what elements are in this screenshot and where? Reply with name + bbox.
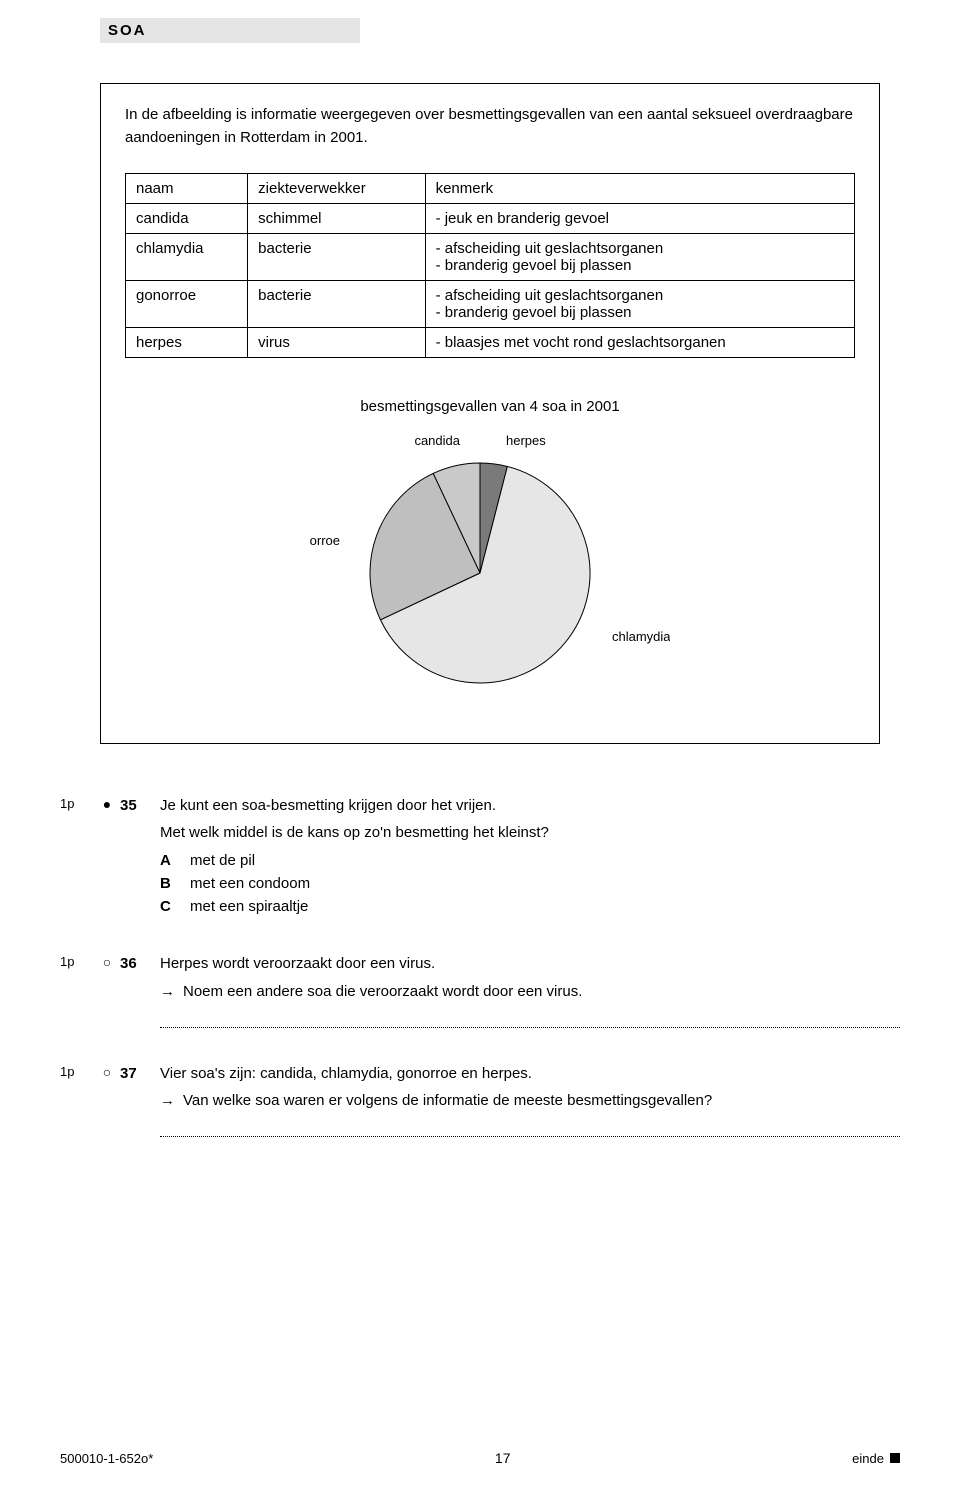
option-text: met een spiraaltje [190,895,308,918]
option-letter: B [160,872,178,895]
pie-label-gonorroe: gonorroe [310,533,340,548]
question-37: 1p○37Vier soa's zijn: candida, chlamydia… [60,1062,900,1138]
table-cell: bacterie [248,281,425,328]
table-cell: chlamydia [126,234,248,281]
table-cell: - jeuk en branderig gevoel [425,204,854,234]
open-bullet-icon: ○ [94,952,120,1028]
pie-chart: candida herpes gonorroe chlamydia [310,423,670,703]
points-label: 1p [60,794,94,918]
table-cell: - afscheiding uit geslachtsorganen - bra… [425,234,854,281]
footer-left: 500010-1-652o* [60,1451,153,1466]
option-letter: A [160,849,178,872]
table-row: chlamydiabacterie- afscheiding uit gesla… [126,234,855,281]
option-C: Cmet een spiraaltje [160,895,900,918]
question-number: 36 [120,952,160,1028]
question-number: 35 [120,794,160,918]
soa-table: naam ziekteverwekker kenmerk candidaschi… [125,173,855,358]
option-B: Bmet een condoom [160,872,900,895]
closed-bullet-icon: ● [94,794,120,918]
question-body: Je kunt een soa-besmetting krijgen door … [160,794,900,918]
end-square-icon [890,1453,900,1463]
option-letter: C [160,895,178,918]
points-label: 1p [60,952,94,1028]
table-header-row: naam ziekteverwekker kenmerk [126,174,855,204]
col-ziekteverwekker: ziekteverwekker [248,174,425,204]
pie-label-chlamydia: chlamydia [612,629,670,644]
table-cell: - blaasjes met vocht rond geslachtsorgan… [425,328,854,358]
points-label: 1p [60,1062,94,1138]
question-body: Vier soa's zijn: candida, chlamydia, gon… [160,1062,900,1138]
footer-right-label: einde [852,1451,884,1466]
table-cell: - afscheiding uit geslachtsorganen - bra… [425,281,854,328]
page-footer: 500010-1-652o* 17 einde [60,1450,900,1466]
section-heading: SOA [100,18,360,43]
table-cell: candida [126,204,248,234]
question-text: Je kunt een soa-besmetting krijgen door … [160,794,900,817]
table-cell: virus [248,328,425,358]
option-text: met een condoom [190,872,310,895]
table-row: herpesvirus- blaasjes met vocht rond ges… [126,328,855,358]
arrow-icon: → [160,1089,175,1112]
question-body: Herpes wordt veroorzaakt door een virus.… [160,952,900,1028]
table-cell: schimmel [248,204,425,234]
question-number: 37 [120,1062,160,1138]
question-35: 1p●35Je kunt een soa-besmetting krijgen … [60,794,900,918]
table-row: candidaschimmel- jeuk en branderig gevoe… [126,204,855,234]
table-cell: gonorroe [126,281,248,328]
info-box: In de afbeelding is informatie weergegev… [100,83,880,744]
table-row: gonorroebacterie- afscheiding uit geslac… [126,281,855,328]
col-naam: naam [126,174,248,204]
question-text: Herpes wordt veroorzaakt door een virus. [160,952,900,975]
question-text: Vier soa's zijn: candida, chlamydia, gon… [160,1062,900,1085]
instruction-text: Van welke soa waren er volgens de inform… [183,1089,712,1112]
intro-text: In de afbeelding is informatie weergegev… [125,104,855,149]
questions-block: 1p●35Je kunt een soa-besmetting krijgen … [60,794,900,1137]
instruction-text: Noem een andere soa die veroorzaakt word… [183,980,582,1003]
pie-label-candida: candida [414,433,460,448]
table-cell: bacterie [248,234,425,281]
answer-line [160,1136,900,1137]
open-bullet-icon: ○ [94,1062,120,1138]
question-text: Met welk middel is de kans op zo'n besme… [160,821,900,844]
answer-line [160,1027,900,1028]
option-A: Amet de pil [160,849,900,872]
arrow-icon: → [160,980,175,1003]
footer-page-number: 17 [495,1450,511,1466]
pie-label-herpes: herpes [506,433,546,448]
table-cell: herpes [126,328,248,358]
question-36: 1p○36Herpes wordt veroorzaakt door een v… [60,952,900,1028]
option-text: met de pil [190,849,255,872]
col-kenmerk: kenmerk [425,174,854,204]
chart-title: besmettingsgevallen van 4 soa in 2001 [125,398,855,415]
